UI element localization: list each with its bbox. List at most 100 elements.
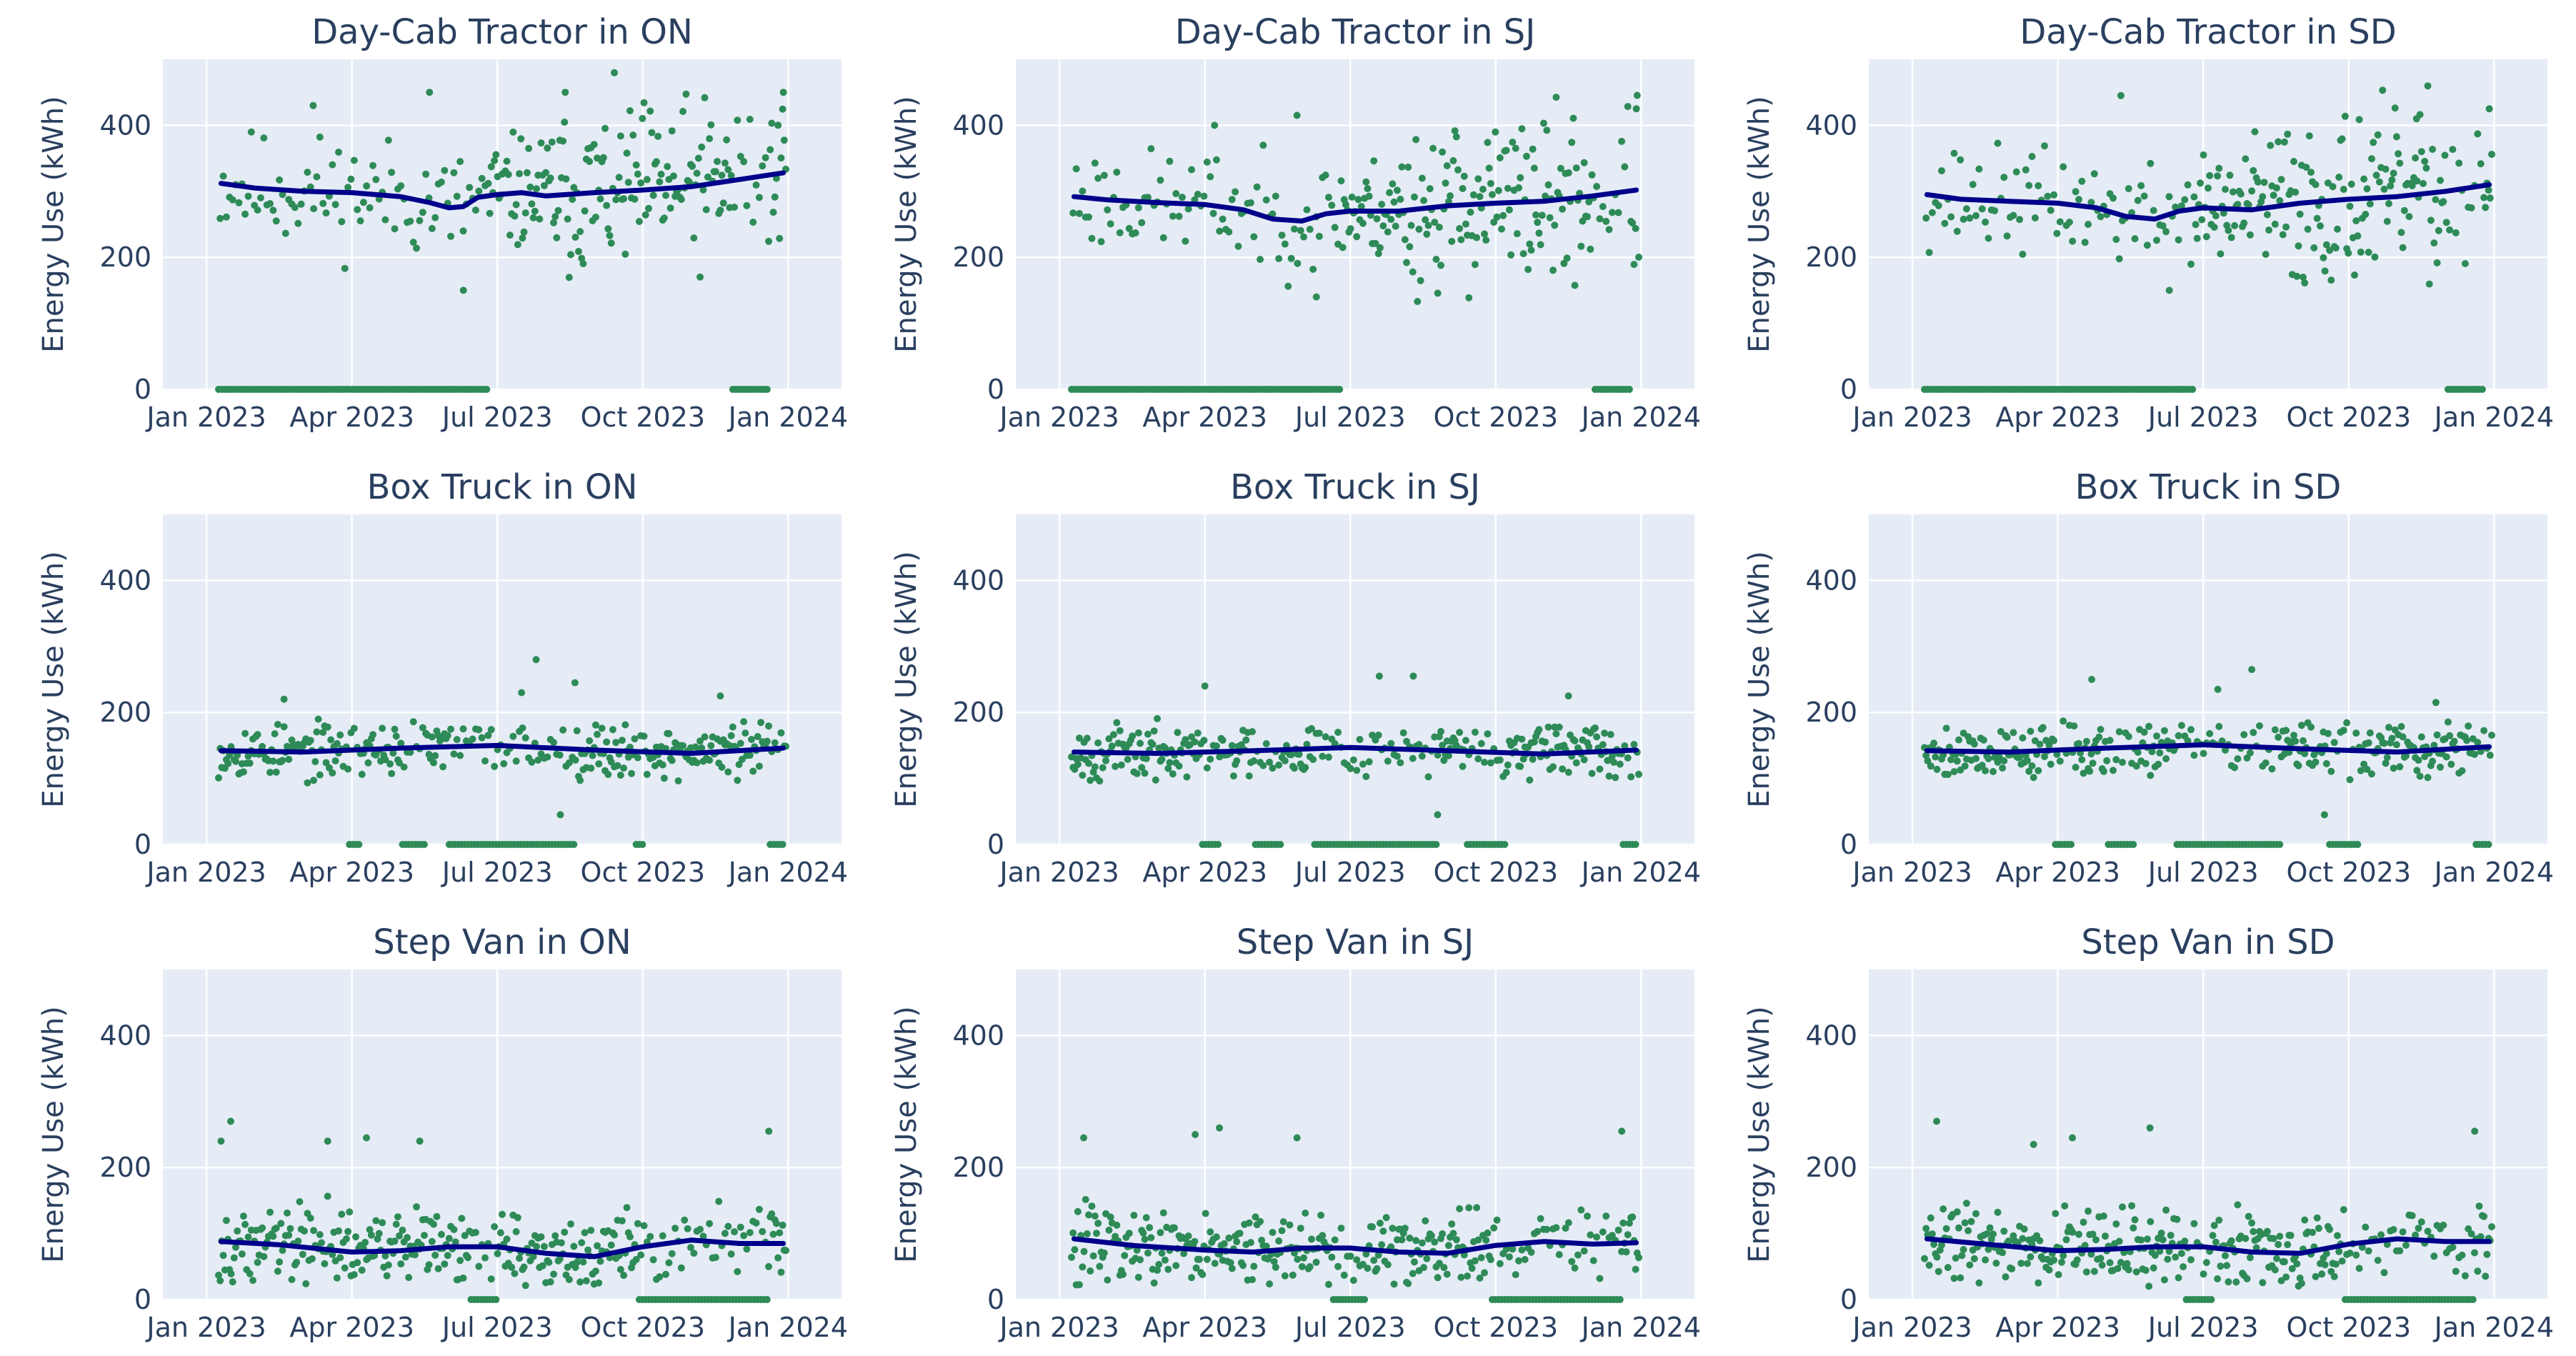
data-point <box>491 156 499 164</box>
data-point <box>1139 1229 1147 1237</box>
data-point <box>1247 1239 1254 1247</box>
data-point <box>2271 1266 2279 1274</box>
data-point <box>366 1226 374 1234</box>
data-point <box>2304 225 2312 233</box>
data-point <box>2290 732 2297 739</box>
data-point <box>1505 206 1513 214</box>
data-point <box>512 1228 520 1235</box>
data-point <box>1933 1117 1940 1125</box>
data-point <box>564 215 571 223</box>
data-point <box>1228 1265 1236 1272</box>
data-point <box>2329 183 2337 191</box>
data-point <box>1211 1260 1219 1267</box>
data-point <box>2060 717 2067 725</box>
data-point <box>293 1258 301 1266</box>
data-point <box>397 182 405 190</box>
data-point <box>302 1280 310 1287</box>
data-point <box>1387 216 1395 224</box>
data-point <box>1092 1230 1100 1237</box>
data-point <box>350 156 358 164</box>
data-point <box>594 730 601 738</box>
data-point <box>546 174 554 182</box>
data-point <box>1543 126 1551 134</box>
data-point <box>763 1296 771 1303</box>
data-point <box>2019 1235 2027 1242</box>
data-point <box>1955 736 1962 744</box>
data-point <box>2017 1260 2025 1267</box>
data-point <box>1928 1230 1936 1238</box>
data-point <box>1487 1256 1494 1264</box>
data-point <box>316 133 324 141</box>
data-point <box>1635 1254 1642 1262</box>
data-point <box>1079 772 1087 779</box>
data-point <box>1451 127 1459 135</box>
data-point <box>1429 144 1437 152</box>
data-point <box>2193 234 2201 242</box>
data-point <box>1365 758 1373 766</box>
data-point <box>1518 125 1526 133</box>
data-point <box>1930 1240 1938 1248</box>
data-point <box>453 192 461 200</box>
data-point <box>1925 1262 1933 1269</box>
plot-area <box>1016 514 1694 844</box>
data-point <box>2309 1229 2317 1236</box>
data-point <box>2399 1228 2407 1236</box>
data-point <box>520 1263 528 1271</box>
data-point <box>2415 757 2422 764</box>
data-point <box>396 759 403 767</box>
data-point <box>701 733 709 741</box>
x-tick-label: Jan 2023 <box>998 857 1119 888</box>
subplot-title: Day-Cab Tractor in ON <box>311 12 693 52</box>
data-point <box>2417 148 2425 156</box>
data-point <box>1225 228 1233 236</box>
subplot-title: Step Van in ON <box>373 922 631 962</box>
data-point <box>2187 1256 2195 1264</box>
data-point <box>1155 1260 1163 1268</box>
data-point <box>1393 186 1401 194</box>
y-tick-label: 200 <box>99 697 151 728</box>
data-point <box>586 737 594 744</box>
x-tick-label: Oct 2023 <box>1434 857 1559 888</box>
data-point <box>2164 1255 2172 1263</box>
data-point <box>324 723 331 731</box>
data-point <box>1942 724 1950 732</box>
y-axis-label: Energy Use (kWh) <box>1743 96 1776 352</box>
data-point <box>618 1217 626 1225</box>
data-point <box>2301 1216 2309 1224</box>
data-point <box>768 1210 776 1218</box>
data-point <box>1236 1230 1244 1237</box>
data-point <box>1564 769 1572 776</box>
data-point <box>2363 185 2371 193</box>
data-point <box>1571 281 1579 289</box>
data-point <box>2153 236 2160 244</box>
data-point <box>1534 219 1542 226</box>
data-point <box>1121 1252 1129 1260</box>
y-tick-label: 400 <box>99 1020 151 1051</box>
data-point <box>1504 184 1512 192</box>
data-point <box>341 1264 349 1272</box>
data-point <box>762 154 769 161</box>
data-point <box>737 739 744 747</box>
data-point <box>1555 723 1563 731</box>
data-point <box>2351 271 2358 279</box>
data-point <box>1616 1296 1624 1303</box>
data-point <box>780 136 788 144</box>
data-point <box>1409 1270 1417 1277</box>
data-point <box>1300 233 1307 241</box>
data-point <box>1502 1245 1510 1253</box>
x-tick-label: Jan 2024 <box>727 402 848 433</box>
data-point <box>723 136 731 144</box>
data-point <box>1950 149 1958 157</box>
x-tick-label: Jan 2023 <box>1851 857 1972 888</box>
data-point <box>537 1233 545 1241</box>
data-point <box>660 214 668 222</box>
data-point <box>1502 146 1510 154</box>
data-point <box>1342 201 1349 209</box>
data-point <box>1275 761 1283 769</box>
data-point <box>755 194 763 201</box>
data-point <box>1188 1274 1195 1282</box>
data-point <box>1234 242 1242 250</box>
data-point <box>1409 672 1417 680</box>
data-point <box>499 1210 506 1218</box>
data-point <box>451 1238 459 1246</box>
